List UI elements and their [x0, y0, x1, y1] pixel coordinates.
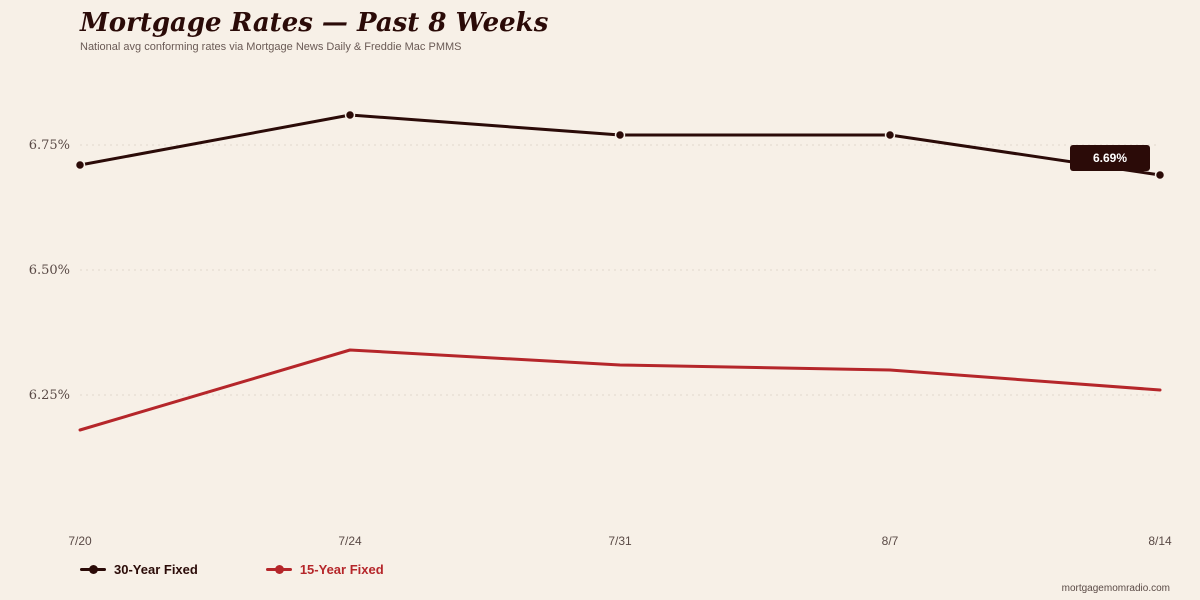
data-point-30-year [344, 109, 356, 121]
x-tick-label: 8/14 [1148, 534, 1172, 548]
value-callout-box [1070, 145, 1150, 171]
x-tick-label: 7/24 [338, 534, 362, 548]
legend-swatch-30-year [80, 565, 106, 574]
y-tick-label: 6.50% [29, 263, 70, 278]
legend-item-15-year[interactable]: 15-Year Fixed [265, 562, 384, 577]
y-tick-label: 6.75% [29, 138, 70, 153]
y-tick-label: 6.25% [29, 388, 70, 403]
value-callout-label: 6.69% [1093, 151, 1127, 165]
data-point-30-year [1154, 169, 1166, 181]
legend: 30-Year Fixed 15-Year Fixed [80, 562, 384, 577]
source-credit: mortgagemomradio.com [1061, 583, 1170, 594]
legend-item-30-year[interactable]: 30-Year Fixed [80, 562, 198, 577]
x-tick-label: 7/20 [68, 534, 92, 548]
series-line-15-year [78, 348, 1162, 432]
x-tick-label: 7/31 [608, 534, 632, 548]
legend-label-30-year: 30-Year Fixed [114, 562, 198, 577]
chart-title: Mortgage Rates — Past 8 Weeks [80, 8, 549, 38]
x-tick-label: 8/7 [882, 534, 899, 548]
data-point-30-year [884, 129, 896, 141]
data-point-30-year [614, 129, 626, 141]
legend-label-15-year: 15-Year Fixed [299, 562, 384, 577]
legend-swatch-15-year [265, 565, 292, 574]
chart-subtitle: National avg conforming rates via Mortga… [80, 41, 462, 53]
data-point-30-year [74, 159, 86, 171]
